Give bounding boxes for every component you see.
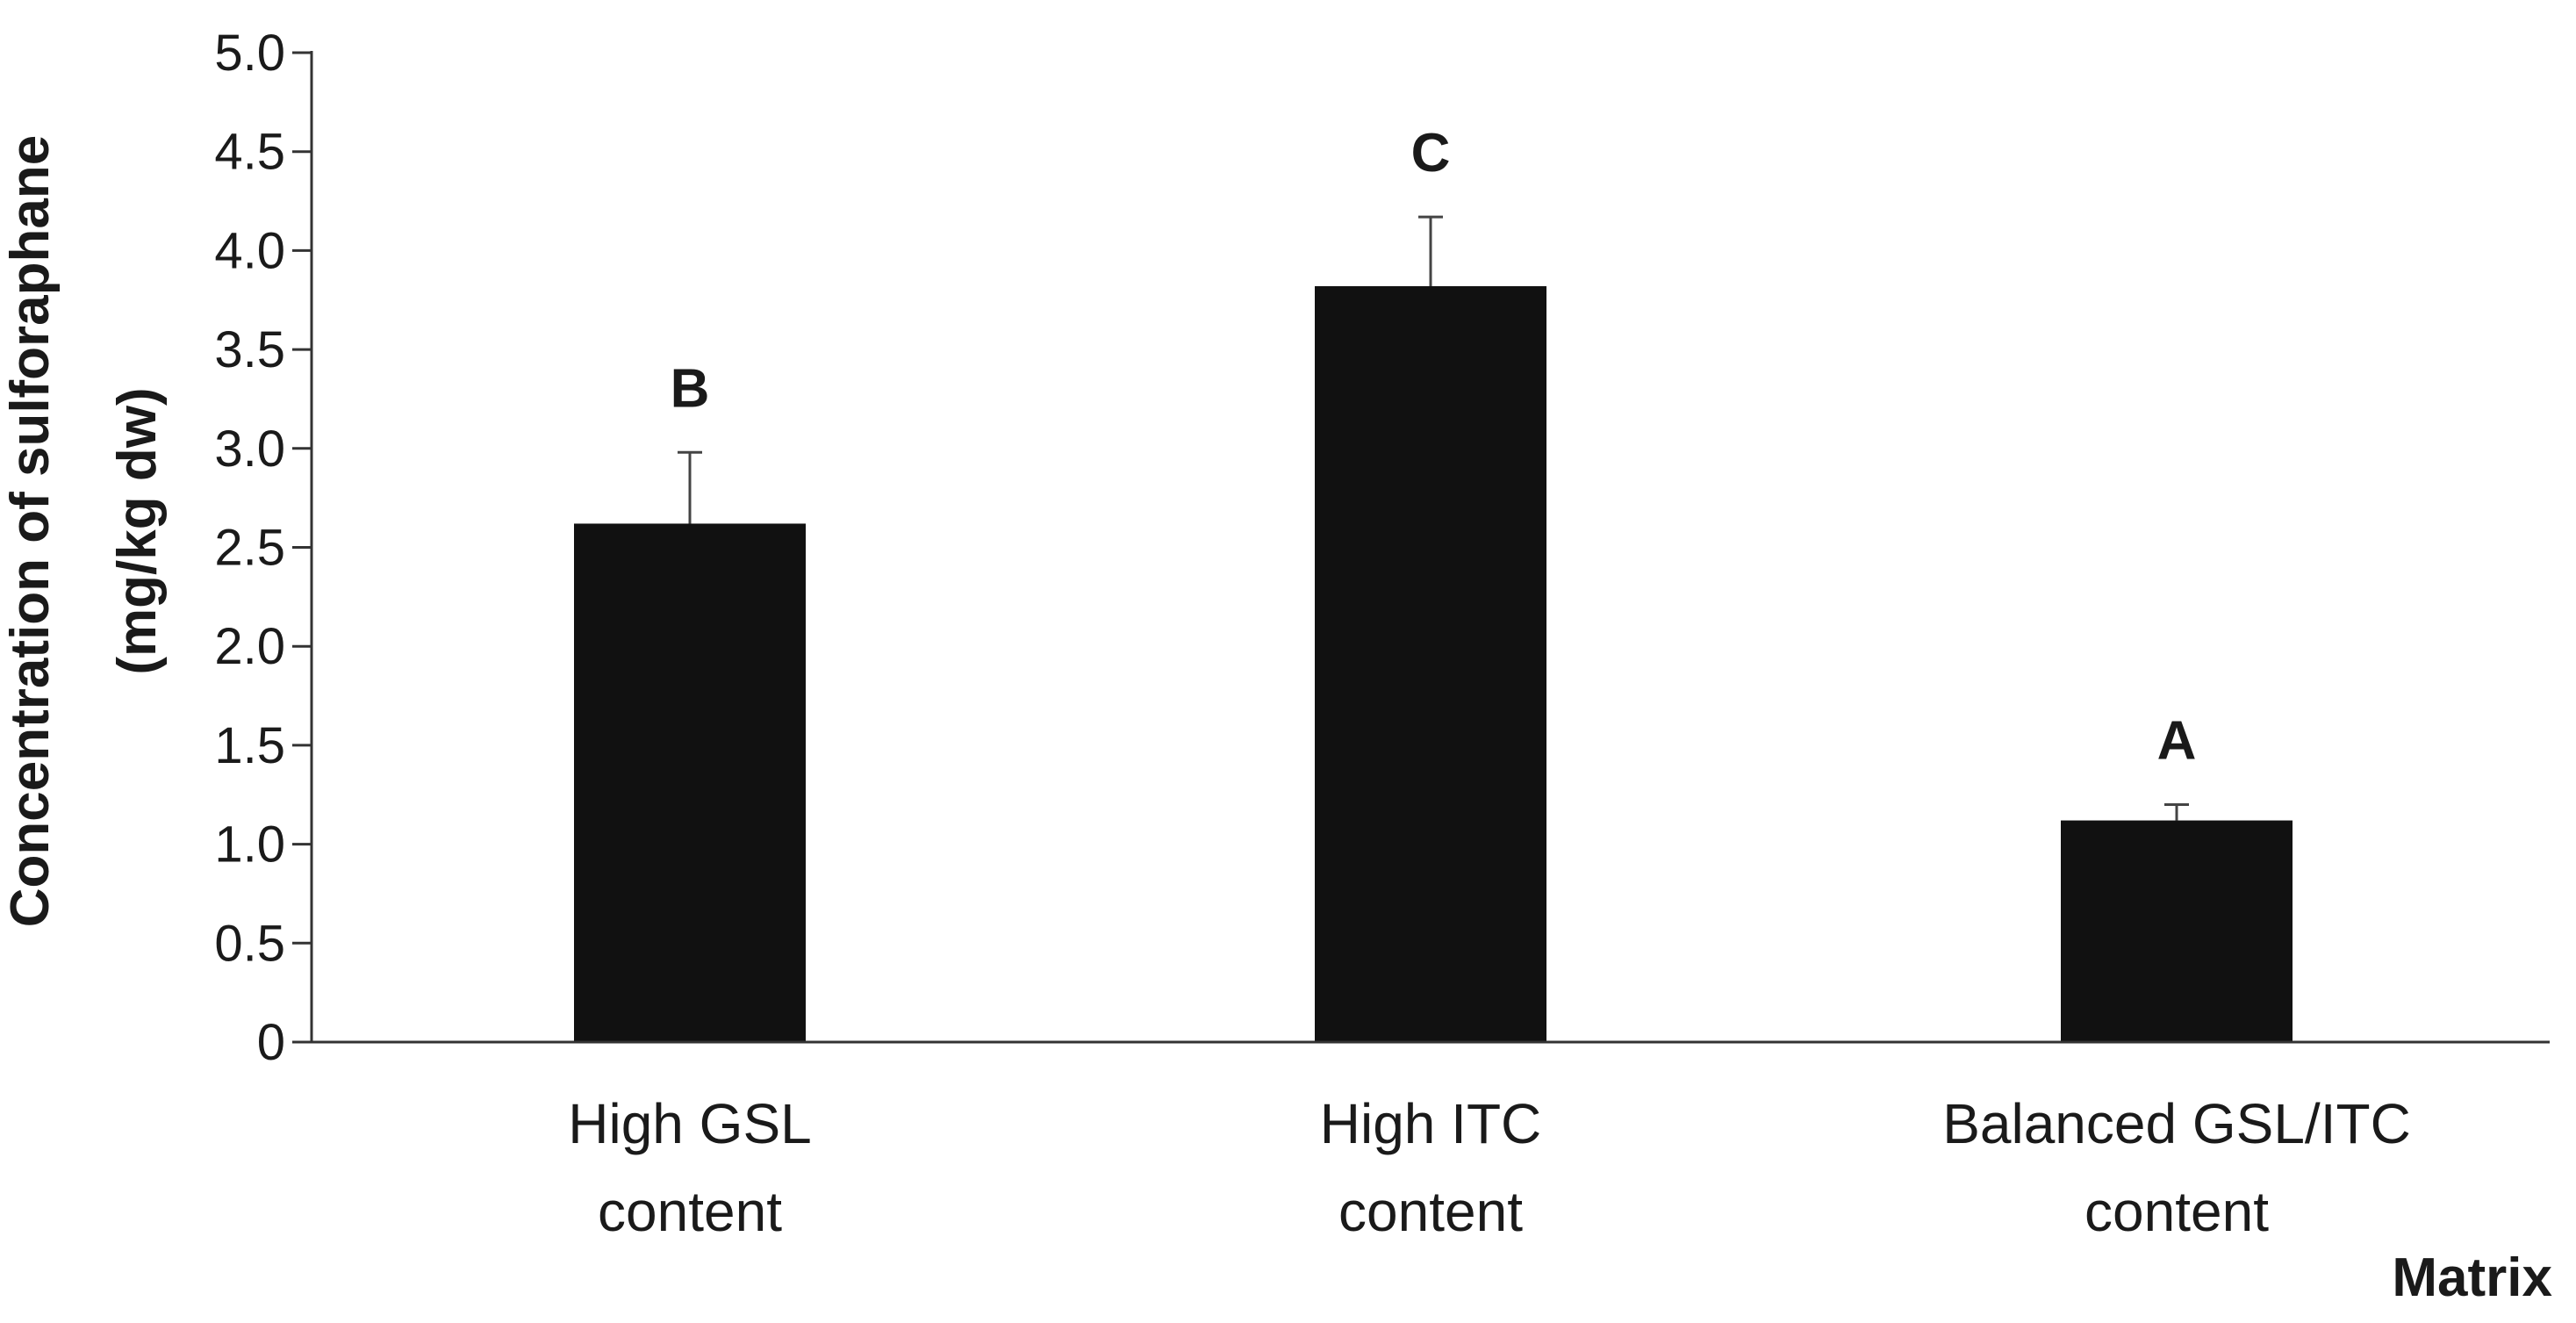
bar: [1315, 285, 1546, 1042]
significance-letters: B C A: [671, 123, 2197, 771]
y-tick-label: 0.5: [214, 915, 285, 972]
bar: [2061, 820, 2293, 1042]
x-category-label: content: [1338, 1180, 1523, 1243]
y-axis-title-line-1: Concentration of sulforaphane: [0, 135, 61, 927]
x-category-label: content: [2084, 1180, 2269, 1243]
y-tick-label: 3.5: [214, 321, 285, 378]
x-category-label: High ITC: [1320, 1092, 1542, 1155]
y-tick-label: 2.0: [214, 618, 285, 675]
bar: [574, 523, 806, 1042]
y-axis-title-line-2: (mg/kg dw): [107, 387, 168, 674]
y-tick-label: 1.5: [214, 717, 285, 774]
y-tick-label: 0: [257, 1014, 285, 1071]
significance-letter: A: [2157, 711, 2197, 772]
x-category-label: High GSL: [568, 1092, 811, 1155]
y-axis-title: Concentration of sulforaphane (mg/kg dw): [0, 135, 168, 927]
y-tick-label: 2.5: [214, 520, 285, 577]
x-category-label: content: [598, 1180, 782, 1243]
x-axis-category-labels: High GSL content High ITC content Balanced G…: [568, 1092, 2411, 1243]
y-tick-label: 1.0: [214, 816, 285, 874]
y-tick-label: 4.5: [214, 124, 285, 181]
error-bars: [678, 215, 2189, 821]
x-axis-title: Matrix: [2392, 1248, 2552, 1308]
significance-letter: C: [1411, 123, 1451, 183]
x-category-label: Balanced GSL/ITC: [1942, 1092, 2411, 1155]
bars: [574, 285, 2293, 1042]
y-axis-ticks: 0 0.5 1.0 1.5 2.0 2.5 3.0 3.5 4.0 4.5 5.0: [214, 25, 312, 1071]
y-tick-label: 5.0: [214, 25, 285, 82]
significance-letter: B: [671, 358, 710, 419]
y-tick-label: 3.0: [214, 421, 285, 478]
y-tick-label: 4.0: [214, 222, 285, 279]
